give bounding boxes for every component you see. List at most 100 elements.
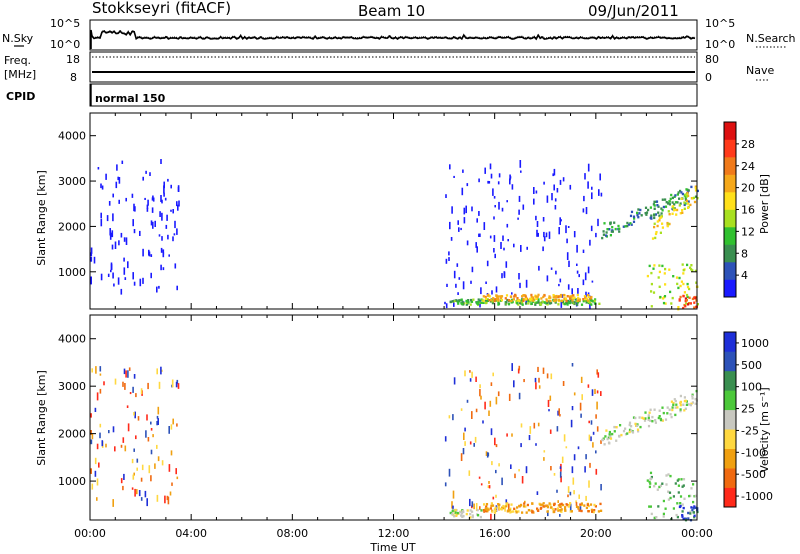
data-cell xyxy=(649,408,652,411)
scatter-mark xyxy=(156,444,158,449)
scatter-mark xyxy=(176,285,178,291)
data-cell xyxy=(482,295,485,298)
scatter-mark xyxy=(578,274,580,278)
scatter-mark xyxy=(453,270,456,279)
scatter-mark xyxy=(487,485,490,488)
data-cell xyxy=(665,483,668,486)
scatter-mark xyxy=(498,173,501,178)
scatter-mark xyxy=(457,292,459,295)
data-cell xyxy=(685,299,688,302)
data-cell xyxy=(510,299,513,303)
data-cell xyxy=(681,211,684,214)
scatter-mark xyxy=(90,430,92,435)
velocity-colorbar-label: Velocity [m s⁻¹] xyxy=(758,387,771,472)
scatter-mark xyxy=(465,205,467,214)
data-cell xyxy=(685,199,688,202)
scatter-mark xyxy=(543,236,546,242)
data-cell xyxy=(522,297,525,301)
data-cell xyxy=(677,306,680,309)
data-cell xyxy=(677,191,680,194)
data-cell xyxy=(627,223,630,226)
data-cell xyxy=(646,274,649,278)
data-cell xyxy=(578,298,581,301)
data-cell xyxy=(687,189,690,192)
scatter-mark xyxy=(136,458,139,463)
data-cell xyxy=(592,510,595,514)
scatter-mark xyxy=(579,402,582,411)
data-cell xyxy=(522,505,526,508)
data-cell xyxy=(502,506,505,510)
data-cell xyxy=(661,482,664,485)
scatter-mark xyxy=(122,485,124,491)
cpid-mode: normal 150 xyxy=(95,92,166,105)
data-cell xyxy=(693,306,696,309)
scatter-mark xyxy=(591,192,593,200)
scatter-mark xyxy=(175,468,177,475)
data-cell xyxy=(546,303,549,306)
scatter-mark xyxy=(146,498,148,507)
data-cell xyxy=(622,429,626,433)
scatter-mark xyxy=(488,181,491,184)
data-cell xyxy=(642,417,645,420)
data-cell xyxy=(552,294,555,297)
data-cell xyxy=(671,201,674,204)
data-cell xyxy=(451,300,454,303)
scatter-mark xyxy=(124,383,126,390)
scatter-mark xyxy=(166,214,168,221)
scatter-mark xyxy=(100,183,102,189)
data-cell xyxy=(661,419,664,422)
data-cell xyxy=(575,505,579,508)
data-cell xyxy=(567,505,570,508)
scatter-mark xyxy=(584,173,586,180)
data-cell xyxy=(494,506,497,509)
scatter-mark xyxy=(133,374,136,379)
scatter-mark xyxy=(493,216,495,220)
power-x-ticks xyxy=(89,113,698,309)
scatter-mark xyxy=(558,227,560,235)
data-cell xyxy=(648,485,651,489)
scatter-mark xyxy=(560,219,562,222)
velocity-panel: 1000 2000 3000 4000 00:00 04:00 08:00 12:00 16:… xyxy=(35,314,773,554)
scatter-mark xyxy=(479,384,481,388)
data-cell xyxy=(517,303,520,306)
data-cell xyxy=(540,297,543,300)
scatter-mark xyxy=(460,453,463,461)
data-cell xyxy=(632,416,636,419)
scatter-mark xyxy=(133,229,136,234)
data-cell xyxy=(688,494,691,498)
data-cell xyxy=(653,225,656,229)
data-cell xyxy=(488,295,491,298)
scatter-mark xyxy=(109,232,112,240)
colorbar-segment xyxy=(724,174,736,193)
data-cell xyxy=(593,509,596,512)
scatter-mark xyxy=(557,500,559,503)
station-title: Stokkseyri (fitACF) xyxy=(92,0,231,17)
scatter-mark xyxy=(535,443,537,446)
scatter-mark xyxy=(587,163,590,172)
scatter-mark xyxy=(469,370,471,373)
data-cell xyxy=(684,297,687,300)
data-cell xyxy=(494,298,497,301)
data-cell xyxy=(591,510,594,513)
data-cell xyxy=(521,295,524,298)
scatter-mark xyxy=(536,221,539,227)
scatter-mark xyxy=(449,221,451,230)
data-cell xyxy=(658,264,661,267)
data-cell xyxy=(550,301,553,305)
scatter-mark xyxy=(103,381,105,386)
data-cell xyxy=(494,509,497,512)
scatter-mark xyxy=(90,276,92,285)
velocity-colorbar: 1000 500 100 25 -25 -100 -500 -1000 xyxy=(723,331,773,508)
scatter-mark xyxy=(596,369,598,375)
data-cell xyxy=(628,421,632,424)
data-cell xyxy=(686,295,689,299)
data-cell xyxy=(577,299,580,303)
data-cell xyxy=(559,293,563,297)
scatter-mark xyxy=(124,277,127,280)
scatter-mark xyxy=(458,227,460,232)
scatter-mark xyxy=(500,242,502,249)
data-cell xyxy=(557,504,560,507)
data-cell xyxy=(679,400,682,404)
data-cell xyxy=(687,194,690,198)
scatter-mark xyxy=(470,280,472,284)
